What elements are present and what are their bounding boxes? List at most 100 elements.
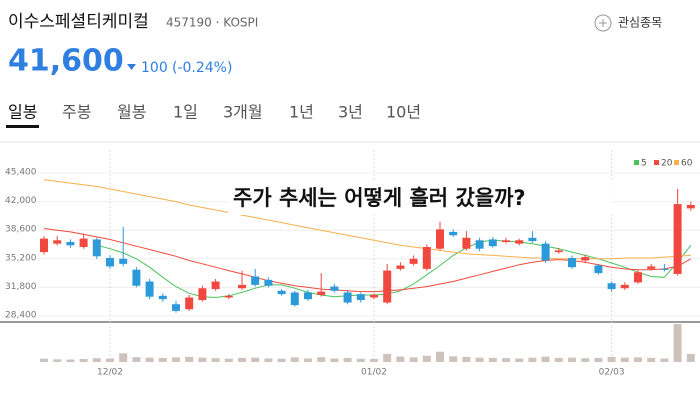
volume-bar (40, 358, 48, 362)
watch-label[interactable]: 관심종목 (618, 16, 662, 30)
watch-button[interactable]: 관심종목 (594, 14, 662, 32)
legend-swatch (634, 160, 639, 165)
candle-body (277, 290, 286, 295)
volume-bar (436, 351, 444, 362)
y-tick-label: 28,400 (5, 311, 37, 321)
stock-code: 457190 · KOSPI (166, 16, 258, 30)
candle-body (211, 281, 220, 290)
overlay-text: 주가 추세는 어떻게 흘러 갔을까? (233, 186, 526, 210)
candle-body (647, 266, 656, 269)
tab[interactable]: 1년 (289, 103, 314, 122)
candle-body (660, 268, 669, 270)
tab[interactable]: 1일 (173, 103, 198, 122)
candle-body (330, 286, 339, 291)
tab[interactable]: 일봉 (8, 103, 37, 122)
volume-bar (106, 358, 114, 362)
volume-bar (594, 357, 603, 362)
candle-body (185, 297, 194, 310)
volume-bar (607, 356, 616, 362)
candle-body (145, 281, 154, 297)
volume-bar (238, 357, 246, 362)
chart: 28,400 31,800 35,200 38,600 42,000 45,400 12/0… (0, 150, 700, 378)
tab[interactable]: 10년 (386, 103, 421, 122)
volume-bar (673, 324, 682, 362)
ma-line (96, 239, 692, 299)
price: 41,600 (8, 44, 124, 79)
candle-body (673, 204, 682, 274)
candle-body (475, 240, 484, 249)
candle-body (79, 238, 88, 248)
volume-bar (449, 356, 458, 362)
volume-bar (554, 357, 563, 362)
candle-body (502, 240, 510, 242)
down-arrow (127, 64, 136, 70)
tab[interactable]: 주봉 (62, 103, 91, 122)
volume-bar (409, 357, 418, 362)
candle-body (264, 279, 273, 286)
candle-body (488, 239, 497, 247)
candle-body (40, 238, 48, 253)
volume-bar (158, 357, 167, 362)
candle-body (620, 284, 629, 289)
volume-bar (620, 357, 629, 362)
candle-body (158, 295, 167, 300)
plus-sign (599, 19, 607, 27)
candle-body (356, 294, 365, 301)
candle-body (515, 240, 524, 244)
volume-bar (343, 357, 352, 362)
change: 100 (141, 60, 168, 76)
x-tick-label: 01/02 (361, 368, 387, 378)
volume-bar (132, 357, 141, 362)
candle-body (106, 257, 114, 267)
volume-bar (198, 357, 207, 362)
candle-body (383, 270, 392, 303)
candle-body (370, 294, 378, 298)
volume-bar (488, 357, 497, 362)
volume-bar (264, 358, 273, 362)
y-tick-label: 31,800 (5, 282, 37, 292)
volume-bar (53, 359, 62, 362)
candle-body (594, 265, 603, 274)
candle-body (238, 284, 246, 289)
tab[interactable]: 월봉 (117, 103, 146, 122)
volume-bar (502, 358, 510, 362)
candle-body (119, 258, 128, 264)
volume-bar (185, 356, 194, 362)
tab[interactable]: 3년 (338, 103, 363, 122)
volume-bar (475, 357, 484, 362)
y-tick-label: 35,200 (5, 253, 37, 263)
volume-bar (66, 359, 75, 362)
candle-body (686, 204, 695, 209)
volume-bar (515, 358, 524, 362)
volume-bar (119, 353, 128, 362)
volume-bar (145, 357, 154, 362)
legend-label: 5 (641, 159, 647, 169)
volume-bar (251, 357, 260, 362)
overlay-bg (228, 181, 612, 215)
candle-body (634, 272, 642, 283)
volume-bar (224, 358, 233, 362)
legend-swatch (674, 160, 679, 165)
volume-bar (660, 358, 669, 362)
candle-body (409, 258, 418, 264)
candle-body (198, 288, 207, 301)
volume-bar (92, 358, 101, 362)
stock-name: 이수스페셜티케미컬 (8, 12, 149, 32)
y-tick-label: 42,000 (5, 196, 37, 206)
candle-body (304, 292, 312, 300)
volume-bar (634, 357, 642, 362)
volume-bar (211, 358, 220, 362)
tab[interactable]: 3개월 (223, 103, 263, 122)
candle-body (462, 237, 471, 249)
volume-bar (581, 358, 590, 362)
y-tick-label: 38,600 (5, 225, 37, 235)
plus-icon (594, 14, 612, 32)
candle-body (53, 240, 62, 244)
candle-body (172, 304, 180, 311)
volume-bar (79, 359, 88, 362)
candle-body (449, 231, 458, 236)
candle-body (396, 265, 405, 269)
tab-bar: 일봉 주봉 월봉 1일 3개월 1년 3년 10년 (8, 103, 421, 122)
legend-label: 60 (681, 159, 693, 169)
candle-body (224, 295, 233, 298)
